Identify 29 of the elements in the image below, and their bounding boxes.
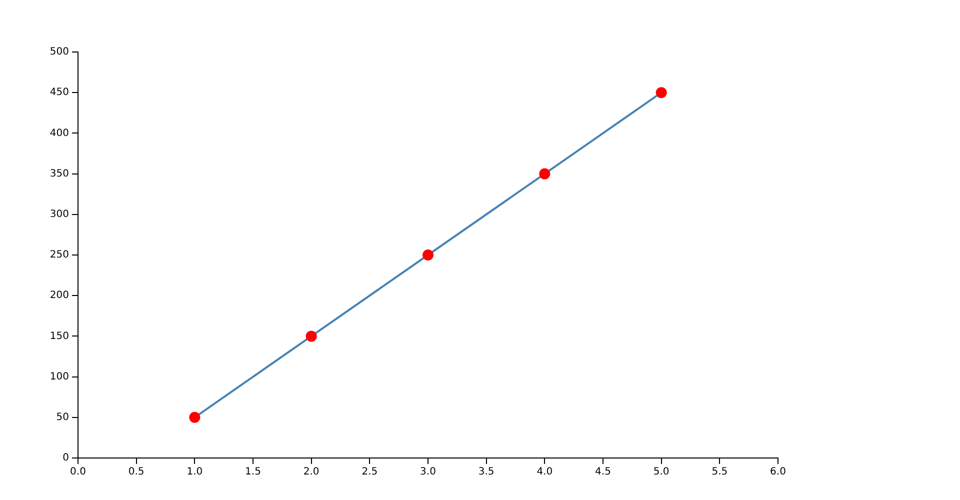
point bbox=[539, 168, 550, 180]
y-tick-label: 0 bbox=[62, 452, 69, 464]
point bbox=[422, 250, 434, 260]
x-tick-label: 4.0 bbox=[536, 466, 553, 478]
y-tick-label: 450 bbox=[50, 87, 69, 98]
y-tick-label: 200 bbox=[50, 290, 69, 302]
y-tick-label: 50 bbox=[56, 412, 69, 423]
x-tick-label: 5.0 bbox=[653, 466, 670, 478]
y-tick-label: 100 bbox=[50, 371, 69, 382]
x-tick-label: 1.0 bbox=[186, 466, 203, 478]
point bbox=[656, 87, 667, 98]
x-tick-label: 2.0 bbox=[303, 466, 320, 478]
y-tick-label: 300 bbox=[50, 208, 69, 220]
y-tick-label: 150 bbox=[50, 330, 69, 342]
x-tick-label: 1.5 bbox=[245, 466, 261, 478]
x-tick-label: 2.5 bbox=[362, 466, 378, 478]
x-tick-label: 0.0 bbox=[70, 466, 86, 478]
x-tick-label: 4.5 bbox=[595, 466, 611, 478]
point bbox=[189, 412, 200, 423]
x-tick-label: 3.0 bbox=[420, 466, 436, 478]
x-tick-label: 3.5 bbox=[478, 466, 494, 478]
y-tick-label: 350 bbox=[50, 168, 69, 180]
x-tick-label: 6.0 bbox=[770, 466, 786, 478]
x-tick-label: 0.5 bbox=[128, 466, 144, 478]
y-tick-label: 500 bbox=[50, 46, 69, 58]
point bbox=[306, 330, 317, 342]
y-tick-label: 250 bbox=[50, 250, 69, 261]
y-tick-label: 400 bbox=[50, 128, 69, 139]
x-tick-label: 5.5 bbox=[712, 466, 728, 478]
